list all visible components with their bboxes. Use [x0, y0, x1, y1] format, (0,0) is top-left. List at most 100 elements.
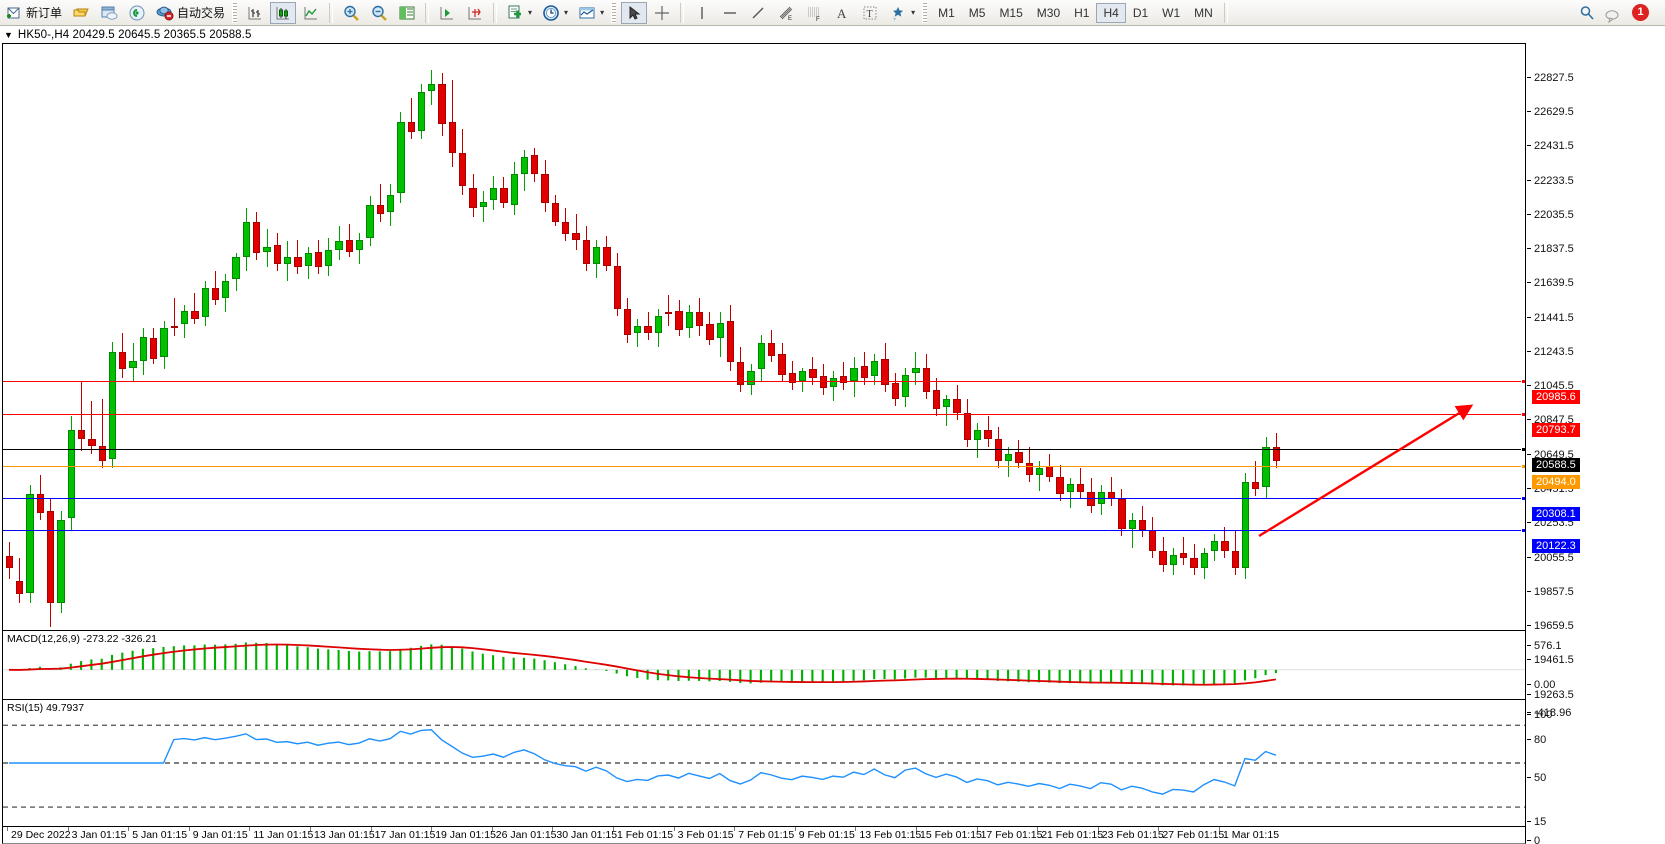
objects-button[interactable]: ▾: [885, 2, 919, 24]
text-button[interactable]: A: [829, 2, 855, 24]
line-chart-button[interactable]: [298, 2, 324, 24]
bar-chart-button[interactable]: [242, 2, 268, 24]
price-label-support-2[interactable]: 20122.3: [1532, 538, 1580, 553]
zoom-out-button[interactable]: [366, 2, 392, 24]
fibonacci-button[interactable]: F: [801, 2, 827, 24]
level-anchor[interactable]: [1521, 411, 1525, 417]
period-button[interactable]: ▾: [538, 2, 572, 24]
level-anchor[interactable]: [1521, 495, 1525, 501]
price-tick: 22629.5: [1527, 106, 1665, 118]
chart-shift-button[interactable]: [434, 2, 460, 24]
window-button[interactable]: [96, 2, 122, 24]
price-label-resistance-2[interactable]: 20985.6: [1532, 389, 1580, 404]
cursor-button[interactable]: [621, 1, 648, 24]
candle-body: [757, 343, 766, 370]
horizontal-line-button[interactable]: [717, 2, 743, 24]
label-button[interactable]: T: [857, 2, 883, 24]
candle-body: [747, 371, 755, 385]
main-toolbar: 新订单: [0, 0, 1665, 26]
time-axis[interactable]: 29 Dec 2022 3 Jan 01:15 5 Jan 01:15 9 Jan 0…: [2, 827, 1526, 844]
add-indicator-button[interactable]: ▾: [502, 2, 536, 24]
time-tick: [310, 827, 311, 831]
candle-body: [871, 360, 879, 377]
chart-header: ▼ HK50-,H4 20429.5 20645.5 20365.5 20588…: [0, 26, 1665, 43]
candle-body: [150, 338, 158, 359]
data-window-button[interactable]: [394, 2, 420, 24]
level-anchor[interactable]: [1521, 378, 1525, 384]
candle-body: [5, 556, 14, 569]
price-label-support-1[interactable]: 20308.1: [1532, 506, 1580, 521]
candle-body: [932, 390, 941, 410]
time-tick: [431, 827, 433, 831]
candle-body: [623, 308, 632, 335]
level-line-resistance-1[interactable]: [3, 411, 1525, 417]
time-label: 27 Feb 01:15: [1162, 829, 1225, 841]
period-icon: [542, 4, 560, 22]
rsi-pane[interactable]: RSI(15) 49.7937: [3, 699, 1525, 826]
candle-body: [417, 92, 426, 131]
chevron-down-icon[interactable]: ▾: [528, 8, 533, 17]
timeframe-m1[interactable]: M1: [938, 5, 955, 20]
level-line-resistance-2[interactable]: [3, 378, 1525, 384]
level-line-support-1[interactable]: [3, 495, 1525, 501]
rsi-tick: 15: [1527, 816, 1665, 828]
price-label-pivot[interactable]: 20494.0: [1532, 474, 1580, 489]
notification-badge[interactable]: 1: [1632, 4, 1649, 21]
timeframe-w1[interactable]: W1: [1162, 5, 1181, 20]
level-anchor[interactable]: [1521, 527, 1525, 533]
candle-body: [314, 251, 323, 268]
search-icon[interactable]: [1578, 4, 1596, 22]
chart-dropdown-icon[interactable]: ▼: [4, 29, 13, 40]
level-line-support-2[interactable]: [3, 527, 1525, 533]
toolbar-grip-2[interactable]: [611, 2, 617, 23]
hline-icon: [721, 4, 739, 22]
timeframe-mn[interactable]: MN: [1194, 5, 1213, 20]
folder-button[interactable]: [68, 2, 94, 24]
vertical-line-button[interactable]: [689, 2, 715, 24]
timeframe-d1[interactable]: D1: [1132, 5, 1149, 20]
zoom-in-button[interactable]: [338, 2, 364, 24]
candle-body: [654, 315, 663, 334]
toolbar-grip-1[interactable]: [232, 2, 238, 23]
auto-trading-button[interactable]: 自动交易: [152, 2, 229, 24]
chart-plot-area[interactable]: MACD(12,26,9) -273.22 -326.21 RSI(15) 49…: [2, 43, 1526, 827]
crosshair-button[interactable]: [649, 2, 675, 24]
candle-body: [644, 326, 652, 334]
candle-body: [1128, 519, 1136, 529]
timeframe-m30[interactable]: M30: [1036, 5, 1061, 20]
trendline-button[interactable]: [745, 2, 771, 24]
price-label-resistance-1[interactable]: 20793.7: [1532, 422, 1580, 437]
toolbar-grip-3[interactable]: [922, 2, 928, 23]
new-order-button[interactable]: 新订单: [1, 2, 66, 24]
level-line-pivot[interactable]: [3, 463, 1525, 469]
level-line-last-price[interactable]: [3, 447, 1525, 453]
chevron-down-icon[interactable]: ▾: [911, 8, 916, 17]
auto-scroll-button[interactable]: [462, 2, 488, 24]
macd-pane[interactable]: MACD(12,26,9) -273.22 -326.21: [3, 630, 1525, 698]
price-axis[interactable]: 22827.5 22629.5 22431.5 22233.5 22035.5 21837…: [1527, 43, 1665, 844]
bar-chart-icon: [246, 4, 264, 22]
templates-button[interactable]: ▾: [574, 2, 608, 24]
candlestick-chart-button[interactable]: [270, 1, 297, 24]
candle-body: [119, 352, 127, 370]
time-label: 7 Feb 01:15: [738, 829, 795, 841]
timeframe-m5[interactable]: M5: [968, 5, 986, 20]
signal-button[interactable]: [124, 2, 150, 24]
chevron-down-icon[interactable]: ▾: [564, 8, 569, 17]
chevron-down-icon[interactable]: ▾: [600, 8, 605, 17]
equidistant-channel-button[interactable]: E: [773, 2, 799, 24]
timeframe-h4[interactable]: H4: [1096, 2, 1126, 23]
candle-body: [891, 383, 899, 399]
price-pane[interactable]: [3, 44, 1525, 629]
level-anchor[interactable]: [1521, 463, 1525, 469]
candle-wick: [1069, 478, 1071, 508]
price-label-last-price[interactable]: 20588.5: [1532, 458, 1580, 473]
timeframe-m15[interactable]: M15: [999, 5, 1023, 20]
level-anchor[interactable]: [1521, 447, 1525, 453]
candle-body: [1046, 466, 1054, 477]
candle-body: [325, 249, 333, 266]
alerts-icon[interactable]: [1604, 4, 1630, 23]
macd-label: MACD(12,26,9) -273.22 -326.21: [7, 633, 157, 645]
timeframe-h1[interactable]: H1: [1074, 5, 1090, 20]
candle-body: [716, 322, 724, 339]
